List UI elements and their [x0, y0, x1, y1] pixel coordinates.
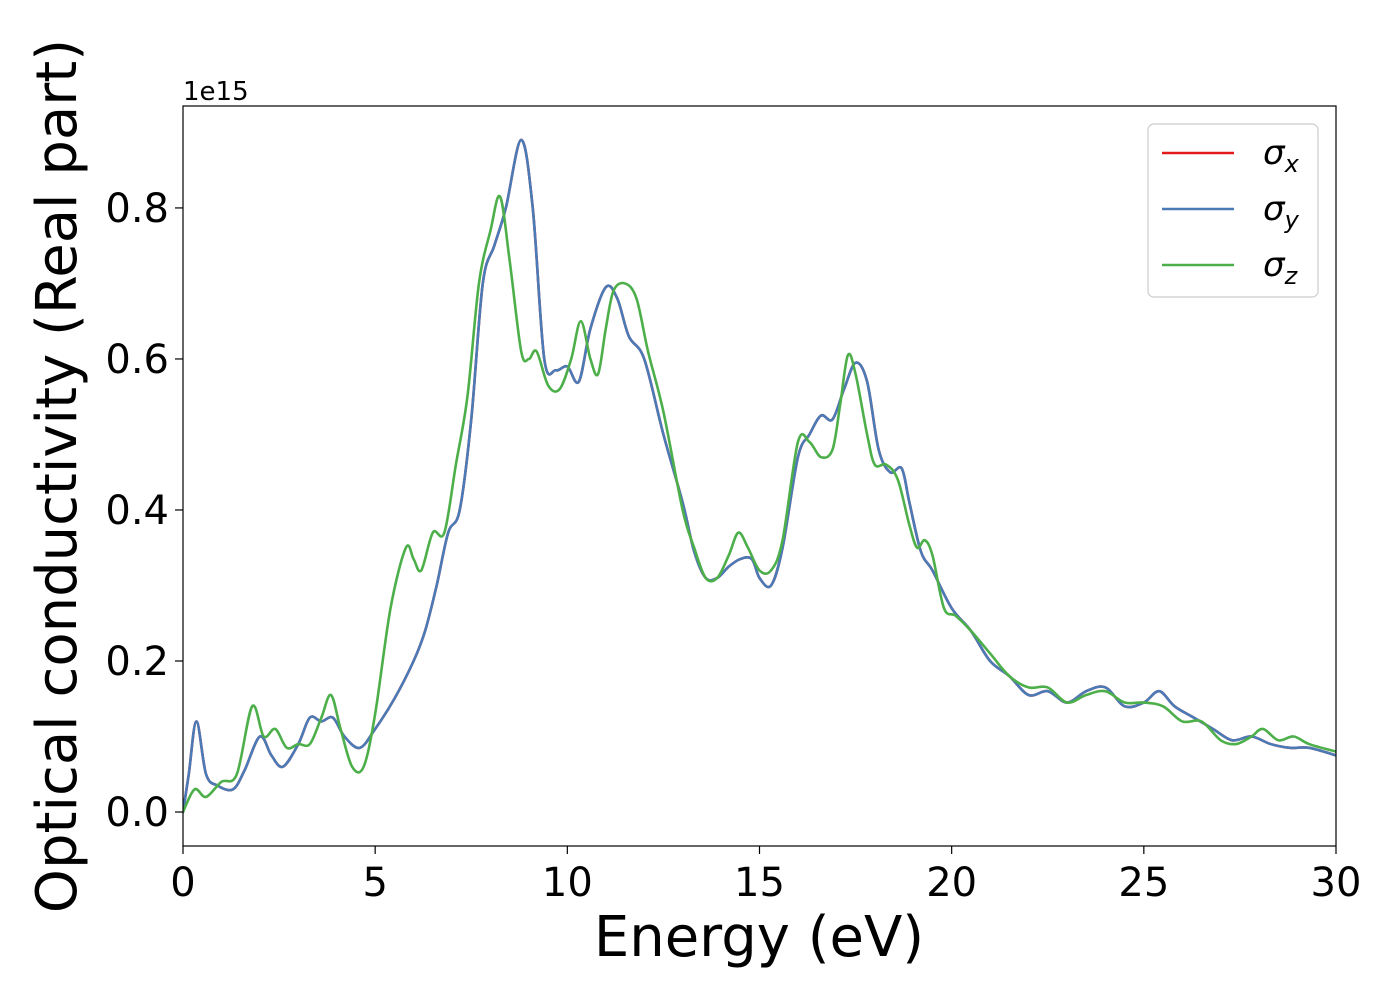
series-line-z — [183, 194, 1336, 814]
y-axis: 0.0 0.2 0.4 0.6 0.8 — [105, 186, 183, 836]
y-tick-label: 0.8 — [105, 186, 169, 232]
legend-subscript: y — [1284, 206, 1300, 234]
x-tick-label: 30 — [1311, 860, 1362, 906]
legend-frame — [1147, 123, 1319, 298]
legend-label-z: σz — [1263, 245, 1299, 290]
x-axis: 0 5 10 15 20 25 30 — [170, 846, 1361, 906]
legend-symbol: σ — [1263, 189, 1286, 229]
y-tick-label: 0.4 — [105, 488, 169, 534]
x-tick-label: 5 — [362, 860, 387, 906]
x-tick-label: 25 — [1118, 860, 1169, 906]
legend-subscript: x — [1284, 150, 1300, 178]
x-axis-title: Energy (eV) — [594, 905, 924, 970]
y-tick-label: 0.2 — [105, 639, 169, 685]
y-axis-title: Optical conductivity (Real part) — [25, 39, 90, 913]
y-tick-label: 0.0 — [105, 790, 169, 836]
legend-label-y: σy — [1263, 189, 1300, 234]
legend-symbol: σ — [1263, 245, 1286, 285]
x-tick-label: 0 — [170, 860, 195, 906]
y-offset-label: 1e15 — [183, 77, 249, 107]
x-tick-label: 15 — [734, 860, 785, 906]
y-tick-label: 0.6 — [105, 337, 169, 383]
x-tick-label: 20 — [926, 860, 977, 906]
x-tick-label: 10 — [542, 860, 593, 906]
legend-symbol: σ — [1263, 133, 1286, 173]
legend-label-x: σx — [1263, 133, 1300, 178]
legend-subscript: z — [1284, 262, 1299, 290]
series-layer — [183, 138, 1336, 814]
